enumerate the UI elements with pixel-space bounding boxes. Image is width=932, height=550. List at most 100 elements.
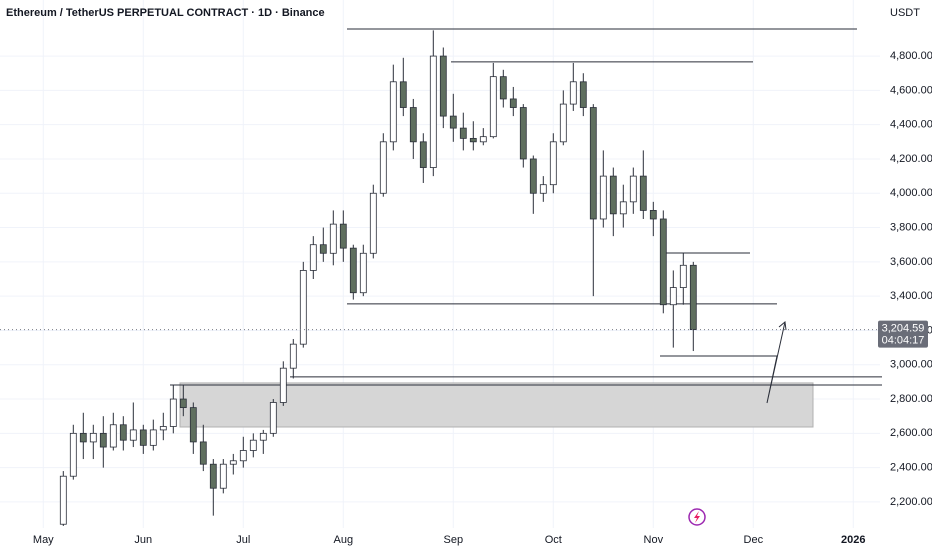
candle-body xyxy=(129,429,137,441)
y-tick-label: 2,200.00 xyxy=(890,496,932,508)
x-tick-label: Aug xyxy=(334,534,354,546)
arrow-head xyxy=(778,321,787,331)
candle-body xyxy=(139,429,147,446)
candle-body xyxy=(639,175,647,211)
candle-body xyxy=(219,463,227,489)
candle-body xyxy=(459,127,467,139)
y-tick-label: 2,400.00 xyxy=(890,462,932,474)
y-tick-label: 4,400.00 xyxy=(890,119,932,131)
x-tick-label: Nov xyxy=(644,534,664,546)
candle-body xyxy=(69,432,77,477)
candle-body xyxy=(549,141,557,186)
candle-body xyxy=(299,270,307,345)
candle-body xyxy=(309,244,317,271)
last-price-box xyxy=(878,320,928,348)
candle-body xyxy=(539,184,547,194)
candle-body xyxy=(489,76,497,138)
candle-body xyxy=(469,137,477,143)
countdown-label: 04:04:17 xyxy=(882,335,925,347)
y-tick-label: 3,800.00 xyxy=(890,221,932,233)
candle-body xyxy=(529,158,537,194)
candle-body xyxy=(669,287,677,306)
candle-body xyxy=(359,252,367,294)
candle-body xyxy=(239,450,247,462)
x-tick-label: Jul xyxy=(236,534,250,546)
last-price-label: 3,204.59 xyxy=(882,323,925,335)
candle-body xyxy=(279,367,287,403)
candle-body xyxy=(249,439,257,451)
candle-body xyxy=(439,55,447,117)
candle-body xyxy=(159,426,167,431)
axes: 2,200.00 2,400.00 2,600.00 2,800.00 3,000.00… xyxy=(0,50,932,546)
candle-body xyxy=(329,223,337,254)
x-tick-label: Dec xyxy=(744,534,764,546)
projection-arrow xyxy=(766,321,786,404)
candle-body xyxy=(629,175,637,203)
candle-body xyxy=(269,402,277,434)
chart-title: Ethereum / TetherUS PERPETUAL CONTRACT ·… xyxy=(6,7,325,19)
candle-body xyxy=(189,407,197,443)
candle-body xyxy=(589,107,597,220)
x-tick-label: Oct xyxy=(545,534,562,546)
candle-body xyxy=(659,218,667,306)
candle-body xyxy=(319,244,327,254)
candle-body xyxy=(559,103,567,143)
x-tick-label: May xyxy=(33,534,54,546)
candle-body xyxy=(149,429,157,446)
candle-body xyxy=(419,141,427,168)
candle-body xyxy=(509,98,517,108)
candle-body xyxy=(259,432,267,441)
candle-body xyxy=(579,81,587,108)
y-tick-label: 2,800.00 xyxy=(890,393,932,405)
x-tick-label: Jun xyxy=(134,534,152,546)
candle-body xyxy=(379,141,387,194)
candle-body xyxy=(689,264,697,330)
candle-body xyxy=(479,136,487,143)
candle-body xyxy=(679,264,687,288)
candle-body xyxy=(199,441,207,465)
levels xyxy=(170,28,882,386)
candles xyxy=(59,30,697,526)
candle-body xyxy=(289,343,297,369)
y-tick-label: 4,200.00 xyxy=(890,153,932,165)
y-tick-label: 4,800.00 xyxy=(890,50,932,62)
candle-body xyxy=(119,424,127,441)
candle-body xyxy=(349,247,357,294)
candle-body xyxy=(369,192,377,254)
candle-body xyxy=(109,424,117,448)
candle-body xyxy=(179,398,187,409)
candle-body xyxy=(399,81,407,108)
y-tick-label: 4,000.00 xyxy=(890,187,932,199)
candle-body xyxy=(339,223,347,249)
candle-body xyxy=(389,81,397,143)
y-tick-label: 4,600.00 xyxy=(890,84,932,96)
candle-body xyxy=(619,201,627,215)
candle-body xyxy=(429,55,437,168)
x-tick-label: 2026 xyxy=(841,534,865,546)
candle-body xyxy=(409,107,417,143)
event-icon[interactable] xyxy=(688,508,706,526)
y-tick-label: 3,400.00 xyxy=(890,290,932,302)
event-bolt xyxy=(694,511,700,523)
candle-body xyxy=(519,107,527,160)
candle-body xyxy=(79,432,87,443)
candle-body xyxy=(99,432,107,448)
candle-body xyxy=(499,76,507,100)
candle-body xyxy=(229,460,237,465)
y-tick-label: 2,600.00 xyxy=(890,427,932,439)
y-tick-label: 3,000.00 xyxy=(890,359,932,371)
candle-body xyxy=(609,175,617,215)
axis-unit: USDT xyxy=(890,7,920,19)
candle-body xyxy=(89,432,97,443)
candle-body xyxy=(599,175,607,220)
candle-body xyxy=(649,210,657,220)
candle-body xyxy=(169,398,177,427)
x-tick-label: Sep xyxy=(444,534,464,546)
candle-body xyxy=(449,115,457,129)
candle-body xyxy=(59,475,67,525)
candle-body xyxy=(209,463,217,489)
y-tick-label: 3,600.00 xyxy=(890,256,932,268)
candle-body xyxy=(569,81,577,105)
